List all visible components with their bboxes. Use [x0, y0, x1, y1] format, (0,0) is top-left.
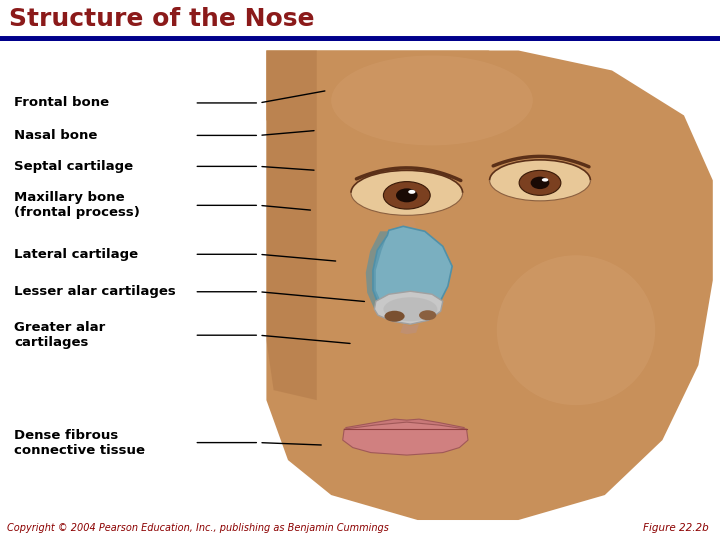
Ellipse shape	[519, 171, 561, 195]
Text: Maxillary bone
(frontal process): Maxillary bone (frontal process)	[14, 191, 140, 219]
Ellipse shape	[408, 190, 415, 194]
Polygon shape	[374, 291, 443, 324]
Text: Dense fibrous
connective tissue: Dense fibrous connective tissue	[14, 429, 145, 457]
Polygon shape	[392, 220, 425, 273]
Polygon shape	[266, 51, 713, 520]
Ellipse shape	[490, 160, 590, 201]
Text: Septal cartilage: Septal cartilage	[14, 160, 133, 173]
Ellipse shape	[531, 177, 549, 189]
Ellipse shape	[419, 310, 436, 320]
Polygon shape	[266, 51, 490, 120]
Ellipse shape	[384, 310, 405, 322]
Text: Figure 22.2b: Figure 22.2b	[644, 523, 709, 532]
Text: Frontal bone: Frontal bone	[14, 97, 109, 110]
Text: Nasal bone: Nasal bone	[14, 129, 98, 142]
Ellipse shape	[541, 178, 549, 181]
Ellipse shape	[351, 171, 462, 215]
Ellipse shape	[383, 181, 430, 209]
Ellipse shape	[331, 56, 533, 145]
Polygon shape	[366, 231, 389, 309]
Polygon shape	[343, 422, 468, 455]
Polygon shape	[400, 324, 419, 334]
Polygon shape	[373, 226, 452, 323]
Text: Greater alar
cartilages: Greater alar cartilages	[14, 321, 106, 349]
Polygon shape	[346, 419, 464, 435]
Text: Lateral cartilage: Lateral cartilage	[14, 248, 138, 261]
Text: Lesser alar cartilages: Lesser alar cartilages	[14, 285, 176, 298]
Text: Copyright © 2004 Pearson Education, Inc., publishing as Benjamin Cummings: Copyright © 2004 Pearson Education, Inc.…	[7, 523, 389, 532]
Polygon shape	[266, 51, 317, 400]
Ellipse shape	[383, 297, 438, 321]
Ellipse shape	[497, 255, 655, 405]
Ellipse shape	[396, 188, 418, 202]
Text: Structure of the Nose: Structure of the Nose	[9, 8, 314, 31]
